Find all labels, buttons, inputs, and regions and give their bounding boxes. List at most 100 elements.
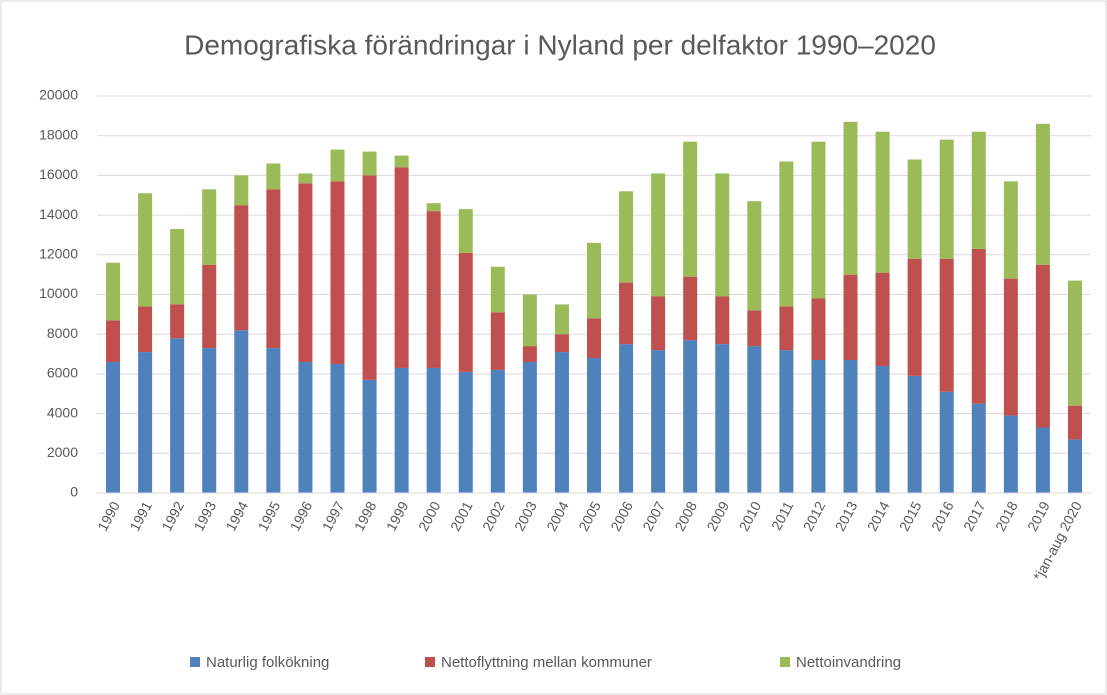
bar-segment <box>394 167 409 368</box>
legend-swatch <box>425 657 435 667</box>
bar-segment <box>106 262 121 321</box>
bar-segment <box>939 258 954 392</box>
bar-segment <box>779 350 794 493</box>
bar-segment <box>426 203 441 212</box>
bar-segment <box>715 296 730 345</box>
bar-segment <box>138 306 153 353</box>
legend-swatch <box>780 657 790 667</box>
bar-segment <box>875 131 890 273</box>
bar-segment <box>202 189 217 265</box>
bar-segment <box>394 155 409 168</box>
bar-segment <box>490 369 505 493</box>
bar-segment <box>266 163 281 190</box>
y-tick-label: 0 <box>70 484 78 500</box>
bar-segment <box>843 360 858 493</box>
legend-swatch <box>190 657 200 667</box>
y-tick-label: 12000 <box>39 246 78 262</box>
bar-segment <box>458 252 473 372</box>
bar-segment <box>138 193 153 307</box>
bar-segment <box>715 173 730 297</box>
bar-segment <box>554 304 569 335</box>
legend-label: Nettoflyttning mellan kommuner <box>441 654 652 671</box>
bar-segment <box>715 344 730 493</box>
bar-segment <box>683 141 698 277</box>
legend-label: Naturlig folkökning <box>206 654 329 671</box>
bar-segment <box>747 201 762 311</box>
bar-segment <box>747 346 762 493</box>
bar-segment <box>587 318 601 359</box>
bar-segment <box>490 312 505 370</box>
bar-segment <box>554 334 569 353</box>
bar-segment <box>426 367 441 493</box>
bar-segment <box>490 266 505 313</box>
y-tick-label: 16000 <box>39 166 78 182</box>
bar-segment <box>1067 439 1082 493</box>
legend-label: Nettoinvandring <box>796 654 901 671</box>
bar-segment <box>170 338 185 493</box>
bar-segment <box>875 365 890 493</box>
bar-segment <box>522 346 537 362</box>
bar-segment <box>106 361 121 493</box>
y-tick-label: 18000 <box>39 126 78 142</box>
bar-segment <box>1035 264 1050 428</box>
bar-segment <box>330 181 345 364</box>
chart-title: Demografiska förändringar i Nyland per d… <box>184 29 936 60</box>
bar-segment <box>811 141 826 299</box>
bar-segment <box>811 360 826 493</box>
bar-segment <box>298 361 313 493</box>
bar-segment <box>619 191 634 283</box>
bar-segment <box>651 173 666 297</box>
bar-segment <box>811 298 826 361</box>
bar-segment <box>971 248 986 404</box>
bar-segment <box>683 340 698 493</box>
bar-segment <box>458 371 473 493</box>
bar-segment <box>843 274 858 361</box>
y-tick-label: 4000 <box>47 404 78 420</box>
bar-segment <box>683 276 698 341</box>
bar-segment <box>522 361 537 493</box>
y-tick-label: 14000 <box>39 206 78 222</box>
bar-segment <box>330 149 345 182</box>
bar-segment <box>202 264 217 349</box>
bar-segment <box>394 367 409 493</box>
bar-segment <box>779 306 794 351</box>
bar-segment <box>907 375 922 493</box>
bar-segment <box>362 151 377 176</box>
bar-segment <box>1003 278 1018 416</box>
bar-segment <box>330 363 345 493</box>
y-tick-label: 2000 <box>47 444 78 460</box>
bar-segment <box>426 211 441 368</box>
bar-segment <box>651 296 666 351</box>
bar-segment <box>843 121 858 275</box>
bar-segment <box>554 352 569 493</box>
bar-segment <box>939 139 954 259</box>
bar-segment <box>971 131 986 249</box>
y-tick-label: 10000 <box>39 285 78 301</box>
bar-segment <box>939 391 954 493</box>
bar-segment <box>170 228 185 305</box>
bar-segment <box>266 348 281 493</box>
bar-segment <box>619 344 634 493</box>
bar-segment <box>362 379 377 493</box>
bar-segment <box>266 189 281 349</box>
bar-segment <box>1003 415 1018 493</box>
bar-segment <box>971 403 986 493</box>
bar-segment <box>234 205 249 331</box>
bar-segment <box>587 242 601 319</box>
bar-segment <box>651 350 666 493</box>
bar-segment <box>106 320 121 362</box>
bar-segment <box>1067 280 1082 406</box>
bar-segment <box>202 348 217 493</box>
bar-segment <box>522 294 537 347</box>
y-tick-label: 20000 <box>39 87 78 103</box>
bar-segment <box>458 209 473 253</box>
bar-segment <box>234 330 249 493</box>
bar-segment <box>1067 405 1082 440</box>
bar-segment <box>907 159 922 259</box>
bar-segment <box>779 161 794 307</box>
bar-segment <box>907 258 922 376</box>
bar-segment <box>619 282 634 345</box>
bar-segment <box>1035 123 1050 265</box>
bar-segment <box>587 358 601 493</box>
